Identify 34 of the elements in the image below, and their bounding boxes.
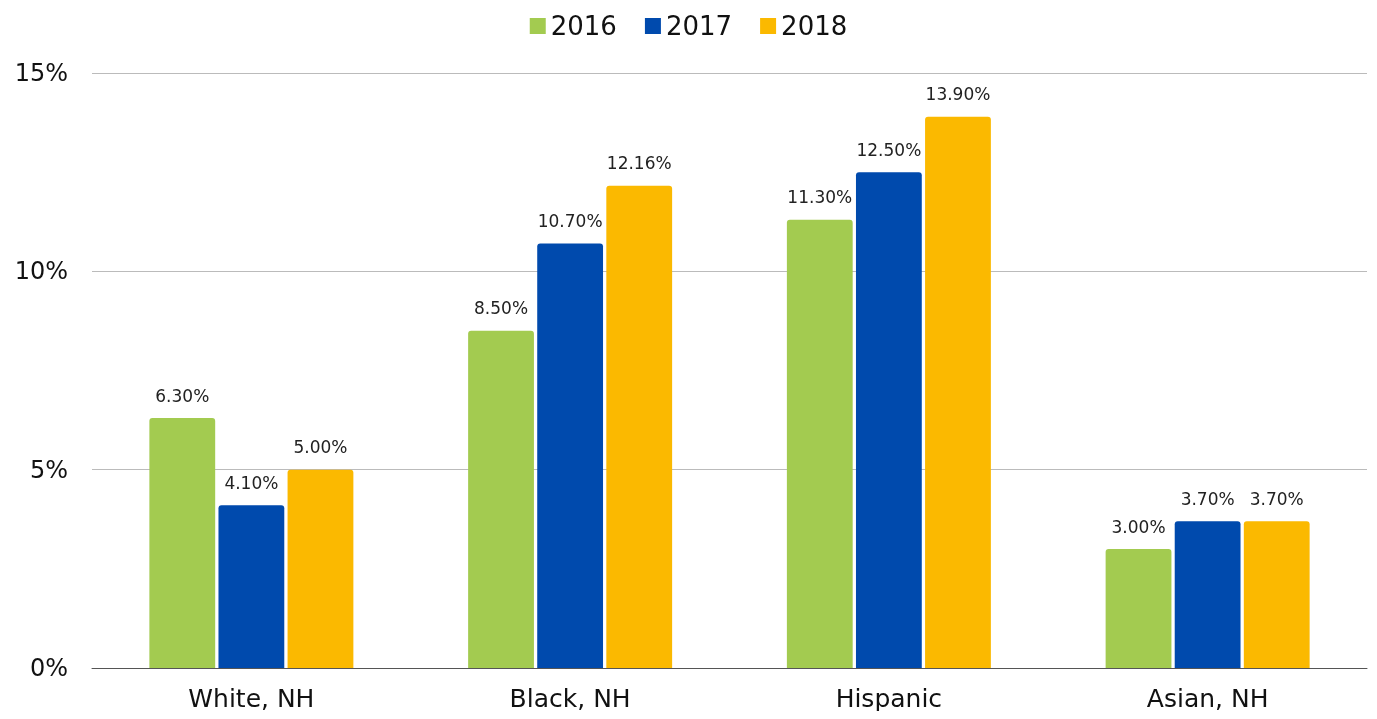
- data-label: 11.30%: [787, 187, 853, 208]
- bar: [537, 243, 604, 668]
- legend-label: 2018: [781, 11, 848, 41]
- bar: [1174, 521, 1241, 668]
- data-label: 3.70%: [1249, 488, 1304, 509]
- data-label: 5.00%: [293, 437, 348, 458]
- bar: [1105, 549, 1172, 668]
- data-label: 10.70%: [537, 211, 603, 232]
- bar: [149, 418, 216, 668]
- bar: [1243, 521, 1310, 668]
- data-label: 13.90%: [925, 84, 991, 105]
- data-label: 3.70%: [1180, 488, 1235, 509]
- bar: [287, 469, 354, 668]
- x-tick-label: White, NH: [188, 684, 315, 713]
- bar: [855, 172, 922, 668]
- bar: [606, 185, 673, 668]
- x-tick-label: Asian, NH: [1146, 684, 1269, 713]
- y-tick-label: 0%: [29, 654, 68, 682]
- y-tick-label: 15%: [14, 59, 68, 87]
- bar: [786, 219, 853, 668]
- data-label: 8.50%: [474, 298, 529, 319]
- y-tick-label: 10%: [14, 257, 68, 286]
- data-label: 12.16%: [606, 153, 672, 174]
- bar: [218, 505, 285, 668]
- data-label: 12.50%: [856, 139, 922, 160]
- legend-label: 2017: [665, 11, 733, 41]
- bar: [468, 330, 534, 668]
- data-label: 6.30%: [155, 385, 210, 406]
- data-label: 4.10%: [224, 472, 279, 493]
- data-label: 3.00%: [1111, 516, 1166, 537]
- bar: [925, 116, 991, 668]
- legend-label: 2016: [550, 11, 617, 41]
- x-tick-label: Black, NH: [509, 684, 631, 713]
- y-tick-label: 5%: [29, 455, 68, 484]
